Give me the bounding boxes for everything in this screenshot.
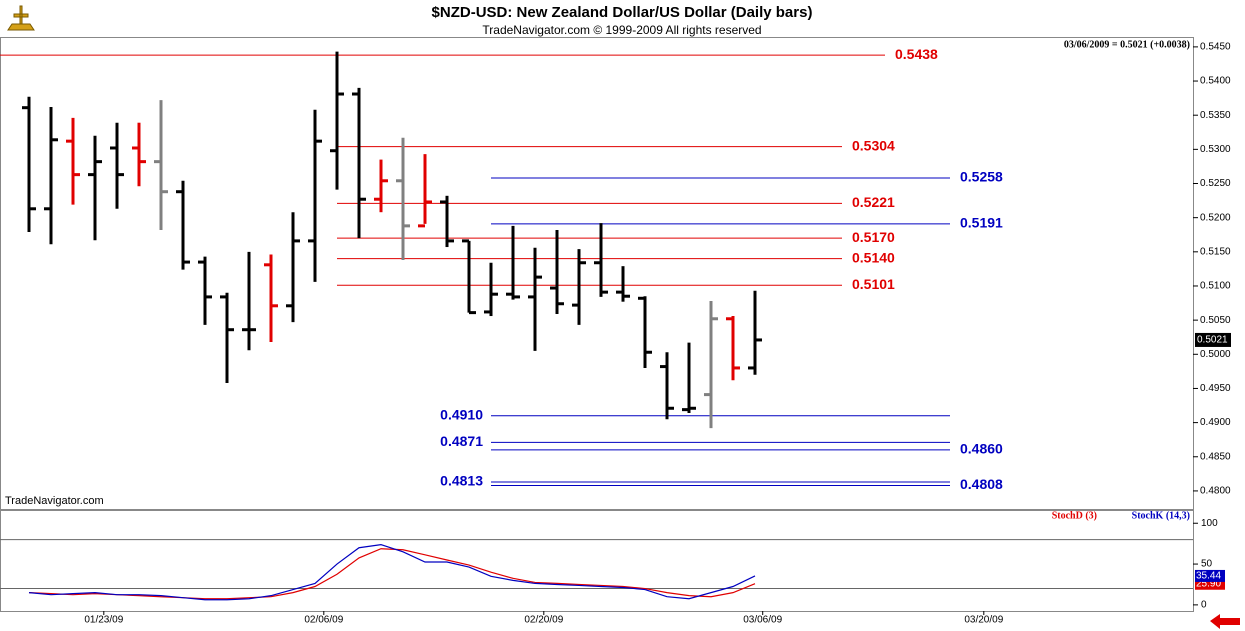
- y-tick-label: 100: [1201, 518, 1218, 529]
- last-value-label: 35.44: [1196, 571, 1221, 582]
- y-tick-label: 0.5300: [1200, 144, 1231, 155]
- y-tick-label: 0.5200: [1200, 212, 1231, 223]
- level-label: 0.5101: [852, 276, 895, 292]
- y-tick-label: 0.4950: [1200, 383, 1231, 394]
- logo: [7, 5, 35, 31]
- legend-entry: StochK (14,3): [1132, 510, 1190, 521]
- chart-title: $NZD-USD: New Zealand Dollar/US Dollar (…: [432, 4, 813, 21]
- y-tick-label: 0.5000: [1200, 349, 1231, 360]
- y-tick-label: 0.5400: [1200, 76, 1231, 87]
- y-tick-label: 0.5150: [1200, 246, 1231, 257]
- y-tick-label: 0.4850: [1200, 451, 1231, 462]
- x-tick-label: 02/06/09: [304, 615, 343, 626]
- stoch-frame: [0, 510, 1194, 612]
- y-tick-label: 0: [1201, 600, 1207, 611]
- level-label: 0.4813: [440, 473, 483, 489]
- level-label: 0.5304: [852, 137, 895, 153]
- y-tick-label: 0.5100: [1200, 281, 1231, 292]
- y-tick-label: 0.5350: [1200, 110, 1231, 121]
- level-label: 0.4871: [440, 433, 483, 449]
- legend-entry: StochD (3): [1052, 510, 1097, 521]
- watermark: TradeNavigator.com: [5, 495, 104, 507]
- last-price-label: 0.5021: [1197, 335, 1228, 346]
- y-tick-label: 0.5050: [1200, 315, 1231, 326]
- stoch-line: [28, 548, 756, 600]
- y-tick-label: 0.5450: [1200, 42, 1231, 53]
- last-price-box: [1195, 332, 1231, 347]
- level-label: 0.5170: [852, 229, 895, 245]
- y-tick-label: 50: [1201, 559, 1213, 570]
- level-label: 0.4808: [960, 476, 1003, 492]
- y-tick-label: 0.4900: [1200, 417, 1231, 428]
- last-value-box: [1195, 569, 1225, 582]
- y-tick-label: 0.5250: [1200, 178, 1231, 189]
- level-label: 0.5191: [960, 215, 1003, 231]
- level-label: 0.4910: [440, 406, 483, 422]
- x-tick-label: 02/20/09: [524, 615, 563, 626]
- x-tick-label: 03/20/09: [964, 615, 1003, 626]
- last-value-label: 25.90: [1196, 578, 1221, 589]
- price-info: 03/06/2009 = 0.5021 (+0.0038): [1064, 39, 1190, 50]
- x-tick-label: 01/23/09: [84, 615, 123, 626]
- chart-subtitle: TradeNavigator.com © 1999-2009 All right…: [482, 23, 761, 37]
- level-label: 0.5221: [852, 194, 895, 210]
- level-label: 0.4860: [960, 441, 1003, 457]
- y-tick-label: 0.4800: [1200, 486, 1231, 497]
- level-label: 0.5140: [852, 249, 895, 265]
- x-tick-label: 03/06/09: [743, 615, 782, 626]
- level-label: 0.5258: [960, 169, 1003, 185]
- level-label: 0.5438: [895, 46, 938, 62]
- scroll-arrow[interactable]: [1210, 614, 1240, 629]
- stoch-line: [28, 544, 756, 601]
- price-frame: [0, 37, 1194, 510]
